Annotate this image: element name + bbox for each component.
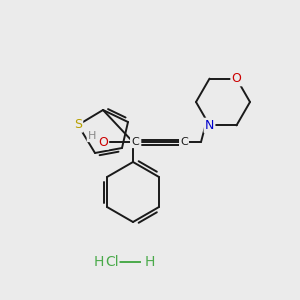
Text: N: N (205, 119, 214, 132)
Text: H: H (145, 255, 155, 269)
Text: O: O (232, 72, 242, 85)
Text: C: C (180, 137, 188, 147)
Text: H: H (88, 131, 96, 141)
Text: H: H (94, 255, 104, 269)
Text: C: C (131, 137, 139, 147)
Text: Cl: Cl (105, 255, 119, 269)
Text: S: S (74, 118, 82, 131)
Text: O: O (98, 136, 108, 148)
